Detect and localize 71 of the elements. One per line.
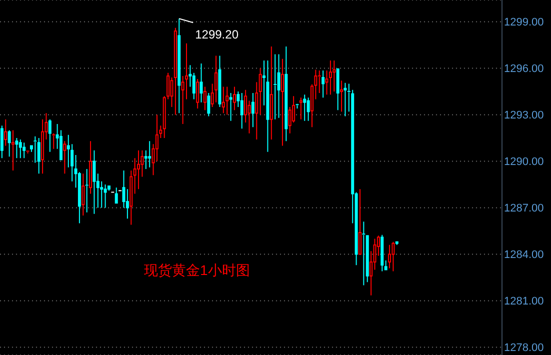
candlestick	[63, 140, 66, 174]
candlestick	[388, 244, 392, 269]
candlestick	[251, 92, 254, 128]
candlestick	[37, 137, 40, 174]
y-tick-label: 1299.00	[504, 16, 544, 29]
candlestick	[203, 86, 206, 111]
y-tick-label: 1281.00	[504, 296, 544, 308]
candlestick	[240, 92, 244, 130]
candlestick	[226, 86, 229, 116]
candlestick	[12, 130, 15, 172]
candlestick	[15, 137, 18, 159]
candlestick	[82, 173, 85, 216]
candlestick	[114, 187, 118, 204]
candlestick	[92, 150, 96, 214]
candlestick	[48, 118, 52, 152]
candlestick	[273, 54, 278, 120]
candlestick	[344, 82, 347, 117]
candlestick	[52, 132, 56, 150]
candlestick	[280, 58, 284, 146]
candlestick	[222, 86, 225, 114]
candlestick	[255, 82, 258, 140]
candlestick	[170, 77, 174, 108]
annotation: 1299.20	[195, 28, 239, 42]
candlestick	[130, 170, 133, 226]
y-tick-label: 1290.00	[504, 156, 544, 168]
candlestick	[200, 63, 203, 103]
y-tick-label: 1293.00	[504, 110, 544, 122]
candlestick	[148, 140, 152, 168]
candlestick	[362, 221, 366, 286]
candlestick	[303, 94, 306, 122]
text: 现货黄金1小时图	[144, 262, 250, 280]
candlestick	[104, 184, 107, 208]
candlestick	[258, 68, 262, 116]
candlestick	[229, 92, 232, 122]
candlestick	[322, 70, 325, 98]
candlestick	[4, 118, 8, 146]
y-tick-label: 1287.00	[504, 202, 544, 215]
candlestick	[22, 142, 26, 159]
y-tick-label: 1284.00	[504, 249, 544, 262]
candlestick	[137, 150, 140, 190]
y-tick-label: 1296.00	[504, 63, 544, 76]
candlestick	[26, 150, 30, 154]
candlestick	[192, 72, 196, 100]
candlestick	[174, 27, 177, 116]
candlestick	[196, 78, 200, 110]
candlestick	[178, 18, 181, 114]
candlestick	[33, 136, 38, 164]
candlestick	[332, 60, 336, 92]
candlestick	[0, 125, 4, 159]
candlestick	[336, 68, 340, 111]
candlestick	[218, 55, 222, 108]
candlestick	[84, 168, 89, 213]
candlestick	[317, 70, 322, 94]
candlestick	[270, 46, 273, 140]
candlestick	[89, 140, 92, 194]
candlestick	[306, 97, 310, 122]
candlestick	[8, 130, 11, 158]
candlestick	[284, 46, 288, 142]
candlestick	[392, 241, 395, 272]
candlestick	[340, 80, 344, 112]
candlestick	[299, 97, 302, 120]
candlestick	[358, 188, 362, 255]
candlestick	[214, 55, 218, 103]
candlestick	[18, 139, 22, 159]
candlestick	[232, 86, 236, 111]
candlestick	[328, 60, 332, 96]
candlestick	[244, 89, 248, 123]
candlestick	[144, 150, 148, 170]
y-tick-label: 1278.00	[504, 342, 544, 354]
candlestick	[277, 54, 280, 118]
candlestick	[266, 60, 270, 152]
